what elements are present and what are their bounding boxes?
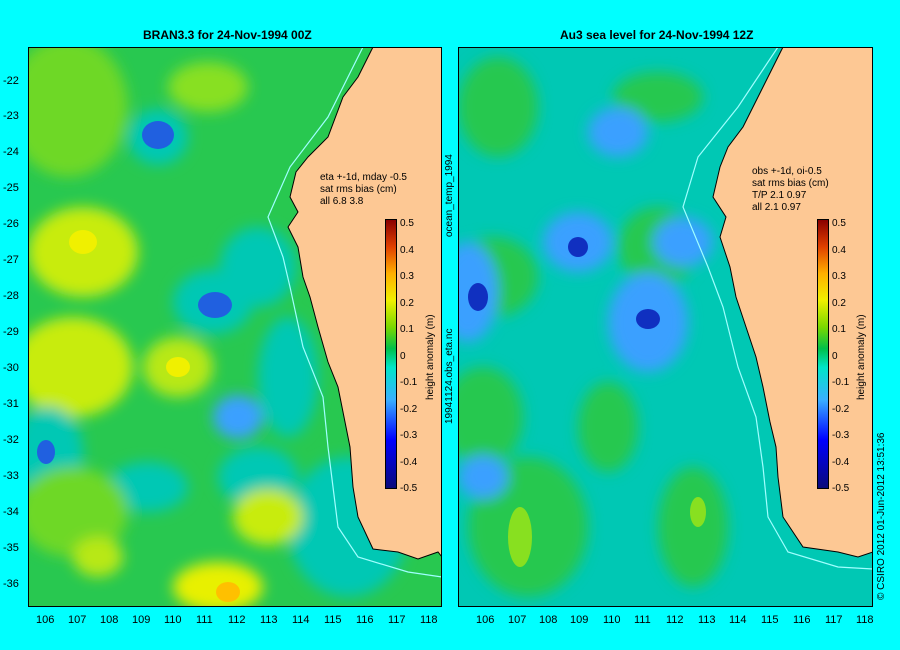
lon-label: 109 (570, 614, 589, 626)
colorbar-tick: 0.3 (400, 271, 414, 282)
left-map (28, 47, 442, 607)
colorbar-tick: 0.4 (400, 245, 414, 256)
colorbar-tick: -0.1 (400, 377, 418, 388)
lat-label: -22 (3, 75, 19, 87)
left-stats-line: eta +-1d, mday -0.5 (320, 172, 407, 183)
left-anomaly-field (28, 47, 442, 607)
lon-label: 113 (260, 614, 278, 626)
lon-label: 115 (324, 614, 342, 626)
lat-label: -25 (3, 182, 19, 194)
lon-label: 106 (36, 614, 55, 626)
land (712, 47, 873, 558)
left-colorbar-label: height anomaly (m) (425, 314, 436, 400)
right-map (458, 47, 873, 607)
shelf-contour (267, 47, 442, 578)
right-stats-line: obs +-1d, oi-0.5 (752, 166, 822, 177)
lon-label: 114 (292, 614, 310, 626)
colorbar-tick: -0.5 (832, 483, 850, 494)
lon-label: 118 (420, 614, 438, 626)
colorbar-tick: 0.1 (832, 324, 846, 335)
lon-label: 117 (825, 614, 843, 626)
lon-label: 108 (539, 614, 558, 626)
colorbar-tick: 0.3 (832, 271, 846, 282)
lon-label: 118 (856, 614, 874, 626)
colorbar-tick: -0.3 (832, 430, 850, 441)
lat-label: -23 (3, 110, 19, 122)
lon-label: 116 (356, 614, 374, 626)
right-stats: obs +-1d, oi-0.5 sat rms bias (cm) T/P 2… (752, 166, 829, 214)
colorbar-tick: -0.5 (400, 483, 418, 494)
colorbar-tick: -0.3 (400, 430, 418, 441)
lat-label: -32 (3, 434, 19, 446)
colorbar-tick: -0.1 (832, 377, 850, 388)
colorbar-tick: 0.5 (832, 218, 846, 229)
lon-label: 113 (698, 614, 716, 626)
variable-name: ocean_temp_1994 (444, 154, 455, 237)
lon-label: 109 (132, 614, 151, 626)
lat-label: -29 (3, 326, 19, 338)
lat-label: -30 (3, 362, 19, 374)
lat-label: -27 (3, 254, 19, 266)
lon-label: 107 (508, 614, 527, 626)
right-stats-line: sat rms bias (cm) (752, 178, 829, 189)
source-file: 19941124.obs_eta.nc (444, 328, 455, 424)
right-stats-line: all 2.1 0.97 (752, 202, 801, 213)
colorbar-tick: 0 (832, 351, 838, 362)
left-panel-title: BRAN3.3 for 24-Nov-1994 00Z (143, 28, 312, 42)
colorbar-tick: 0 (400, 351, 406, 362)
colorbar-tick: 0.1 (400, 324, 414, 335)
lat-label: -35 (3, 542, 19, 554)
credit-text: © CSIRO 2012 01-Jun-2012 13:51:36 (876, 432, 887, 600)
colorbar-tick: 0.5 (400, 218, 414, 229)
colorbar-tick: 0.2 (400, 298, 414, 309)
colorbar-tick: -0.2 (832, 404, 850, 415)
lon-label: 106 (476, 614, 495, 626)
lat-label: -28 (3, 290, 19, 302)
left-stats: eta +-1d, mday -0.5 sat rms bias (cm) al… (320, 172, 407, 208)
right-colorbar-label: height anomaly (m) (856, 314, 867, 400)
lat-label: -26 (3, 218, 19, 230)
right-colorbar (817, 219, 829, 489)
lon-label: 110 (164, 614, 182, 626)
lon-label: 112 (228, 614, 246, 626)
lon-label: 111 (196, 614, 213, 626)
lat-label: -36 (3, 578, 19, 590)
shelf-contour (682, 47, 873, 570)
lon-label: 110 (603, 614, 621, 626)
lon-label: 114 (729, 614, 747, 626)
lon-label: 111 (634, 614, 651, 626)
left-stats-line: all 6.8 3.8 (320, 196, 364, 207)
land (287, 47, 442, 560)
colorbar-tick: 0.2 (832, 298, 846, 309)
left-colorbar (385, 219, 397, 489)
lon-label: 112 (666, 614, 684, 626)
colorbar-tick: -0.4 (400, 457, 418, 468)
right-anomaly-field (458, 47, 873, 607)
colorbar-tick: -0.4 (832, 457, 850, 468)
lat-label: -31 (3, 398, 19, 410)
lon-label: 108 (100, 614, 119, 626)
lat-label: -24 (3, 146, 19, 158)
right-stats-line: T/P 2.1 0.97 (752, 190, 807, 201)
left-stats-line: sat rms bias (cm) (320, 184, 397, 195)
lat-label: -34 (3, 506, 19, 518)
colorbar-tick: -0.2 (400, 404, 418, 415)
lat-label: -33 (3, 470, 19, 482)
lon-label: 117 (388, 614, 406, 626)
lon-label: 115 (761, 614, 779, 626)
lon-label: 107 (68, 614, 87, 626)
colorbar-tick: 0.4 (832, 245, 846, 256)
lon-label: 116 (793, 614, 811, 626)
right-panel-title: Au3 sea level for 24-Nov-1994 12Z (560, 28, 754, 42)
